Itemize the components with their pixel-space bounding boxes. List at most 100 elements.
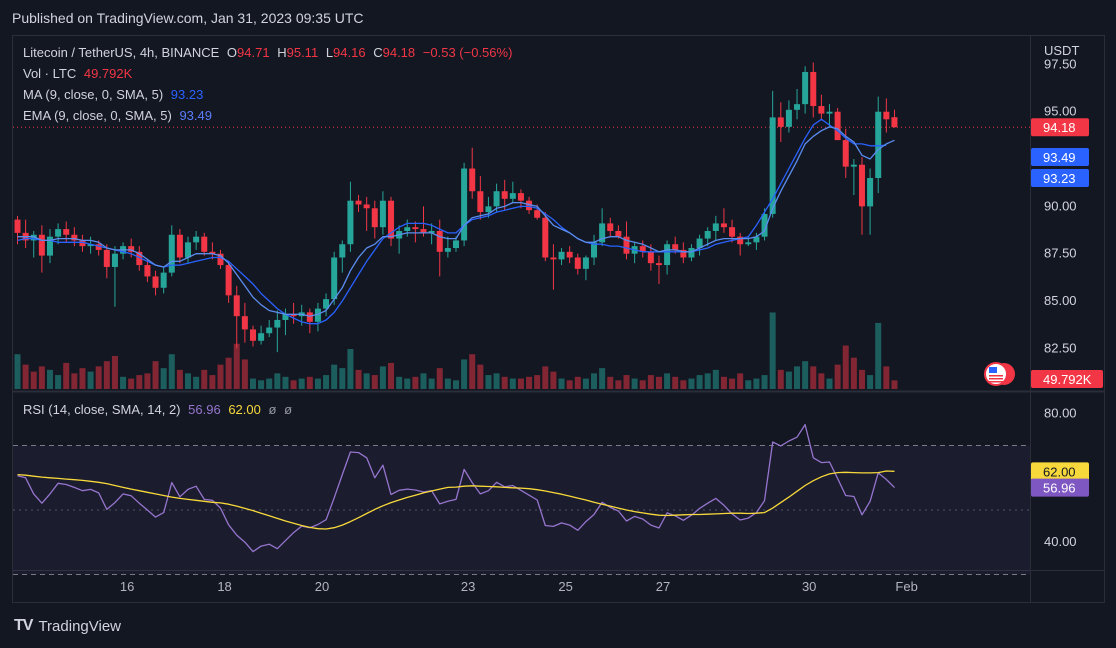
- candle-body: [891, 117, 898, 128]
- candle-body: [639, 246, 646, 252]
- volume-legend[interactable]: Vol · LTC 49.792K: [23, 66, 136, 81]
- ema-label[interactable]: EMA (9, close, 0, SMA, 5): [23, 108, 172, 123]
- candle-body: [87, 244, 94, 247]
- candle-body: [493, 191, 500, 207]
- candle-body: [38, 234, 45, 256]
- candle-body: [63, 229, 70, 235]
- rsi-value: 56.96: [188, 402, 221, 417]
- candle-body: [30, 234, 37, 241]
- candle-body: [753, 236, 760, 243]
- ma-label[interactable]: MA (9, close, 0, SMA, 5): [23, 87, 164, 102]
- volume-bar: [38, 366, 45, 389]
- candle-body: [95, 244, 102, 250]
- volume-bar: [526, 376, 533, 389]
- ema-legend[interactable]: EMA (9, close, 0, SMA, 5) 93.49: [23, 108, 216, 123]
- volume-bar: [428, 378, 435, 389]
- rsi-ma-tag: 62.00: [1043, 464, 1076, 479]
- volume-bar: [737, 373, 744, 389]
- time-tick-label: Feb: [895, 579, 917, 594]
- volume-bar: [696, 375, 703, 389]
- volume-bar: [794, 366, 801, 389]
- volume-bar: [274, 373, 281, 389]
- candle-body: [858, 164, 865, 207]
- candle-body: [777, 117, 784, 127]
- ohlc-close-label: C: [373, 45, 383, 60]
- candle-body: [323, 299, 330, 309]
- candle-body: [274, 319, 281, 328]
- volume-bar: [574, 376, 581, 389]
- candle-body: [591, 242, 598, 258]
- price-tick-label: 87.50: [1044, 246, 1077, 261]
- ema-price-tag: 93.49: [1043, 150, 1076, 165]
- volume-bar: [785, 371, 792, 389]
- candle-body: [729, 227, 736, 237]
- volume-bar: [241, 359, 248, 389]
- candle-body: [347, 200, 354, 245]
- rsi-ma-line: [17, 470, 895, 530]
- volume-bar: [144, 373, 151, 389]
- volume-bar: [128, 378, 135, 389]
- candle-body: [655, 263, 662, 266]
- volume-bar: [323, 375, 330, 389]
- candle-body: [615, 230, 622, 237]
- tradingview-name: TradingView: [38, 617, 121, 635]
- candle-body: [599, 223, 606, 243]
- volume-bar: [688, 378, 695, 389]
- candle-body: [461, 168, 468, 241]
- volume-bar: [850, 357, 857, 389]
- candle-body: [258, 333, 265, 341]
- ohlc-open-label: O: [226, 45, 238, 60]
- volume-bar: [712, 369, 719, 389]
- candle-body: [469, 168, 476, 192]
- symbol-legend[interactable]: Litecoin / TetherUS, 4h, BINANCE O94.71 …: [23, 45, 516, 60]
- candle-body: [185, 242, 192, 258]
- volume-bar: [558, 378, 565, 389]
- volume-bar: [396, 376, 403, 389]
- price-change: −0.53 (−0.56%): [422, 45, 513, 60]
- candle-body: [331, 257, 338, 300]
- volume-bar: [623, 375, 630, 389]
- candle-body: [71, 234, 78, 241]
- volume-bar: [176, 369, 183, 389]
- volume-bar: [160, 368, 167, 389]
- rsi-legend[interactable]: RSI (14, close, SMA, 14, 2) 56.96 62.00 …: [23, 402, 296, 417]
- volume-bar: [664, 373, 671, 389]
- volume-bar: [22, 364, 29, 389]
- volume-bar: [290, 380, 297, 389]
- rsi-label[interactable]: RSI (14, close, SMA, 14, 2): [23, 402, 181, 417]
- volume-bar: [883, 366, 890, 389]
- candle-body: [444, 248, 451, 252]
- candle-body: [720, 223, 727, 228]
- symbol-name[interactable]: Litecoin / TetherUS, 4h, BINANCE: [23, 45, 220, 60]
- tradingview-brand[interactable]: TV TradingView: [14, 617, 121, 635]
- candle-body: [290, 314, 297, 317]
- volume-bar: [339, 368, 346, 389]
- candle-body: [404, 227, 411, 231]
- volume-bar: [152, 361, 159, 389]
- ma-price-tag: 93.23: [1043, 171, 1076, 186]
- price-tick-label: 95.00: [1044, 104, 1077, 119]
- volume-bar: [655, 376, 662, 389]
- chart-frame[interactable]: [12, 35, 1105, 603]
- time-tick-label: 30: [802, 579, 816, 594]
- candle-body: [810, 71, 817, 107]
- volume-bar: [436, 368, 443, 389]
- rsi-tag-box: [1031, 478, 1089, 497]
- candle-body: [704, 230, 711, 239]
- volume-bar: [875, 322, 882, 389]
- volume-bar: [266, 378, 273, 389]
- volume-bar: [566, 380, 573, 389]
- volume-bar: [582, 378, 589, 389]
- volume-bar: [298, 378, 305, 389]
- volume-bar: [647, 375, 654, 389]
- candle-body: [103, 249, 110, 267]
- rsi-tick-label: 80.00: [1044, 405, 1077, 420]
- volume-bar: [30, 371, 37, 389]
- price-tick-label: 85.00: [1044, 293, 1077, 308]
- candle-body: [144, 265, 151, 277]
- volume-label[interactable]: Vol · LTC: [23, 66, 77, 81]
- volume-bar: [485, 375, 492, 389]
- ma-legend[interactable]: MA (9, close, 0, SMA, 5) 93.23: [23, 87, 207, 102]
- volume-bar: [79, 368, 86, 389]
